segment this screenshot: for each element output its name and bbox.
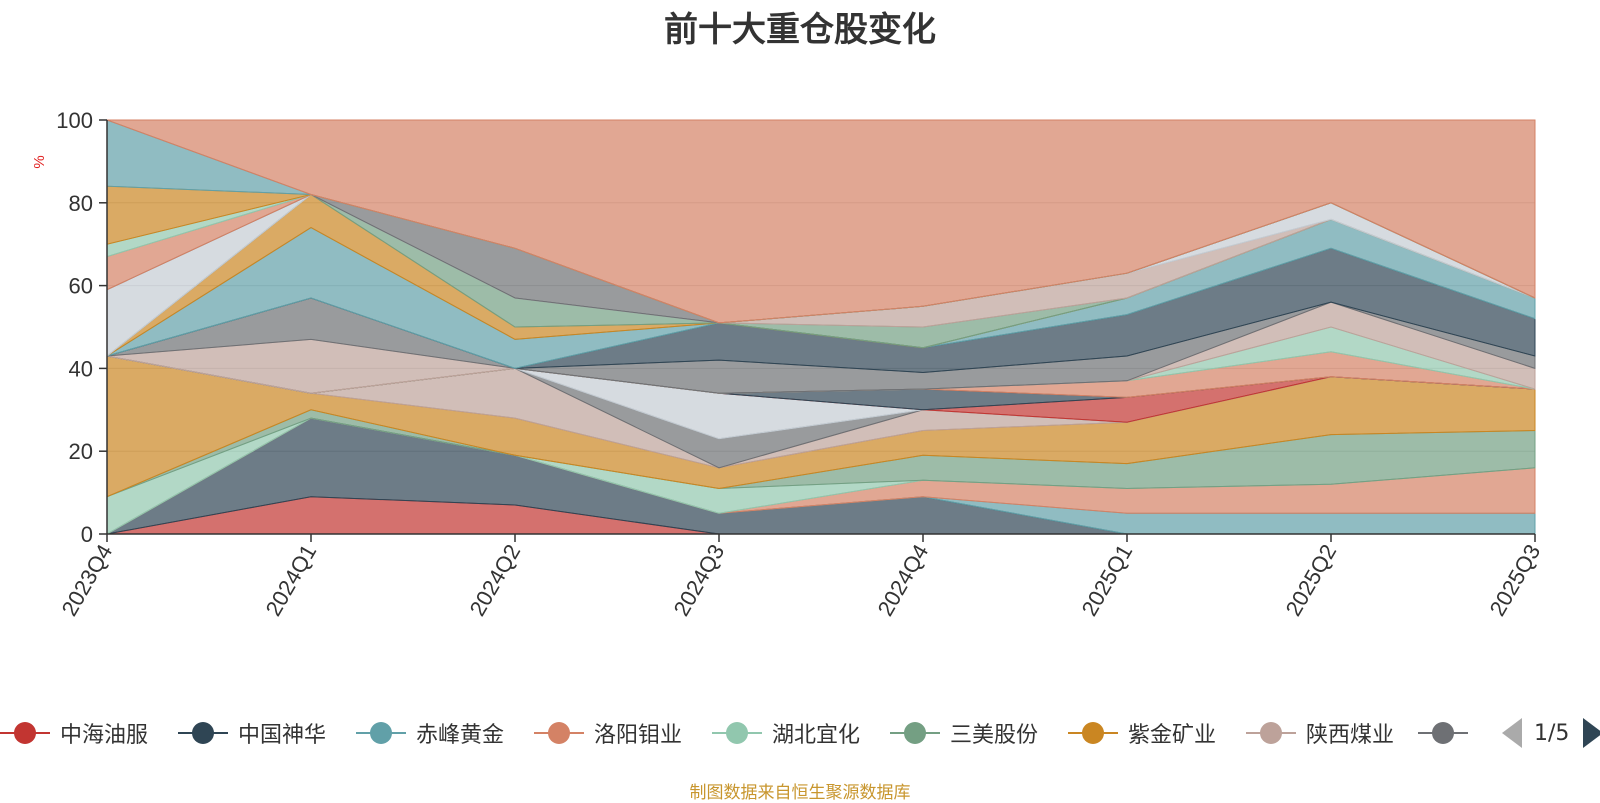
x-tick-label: 2025Q3 [1485,540,1546,620]
legend-item[interactable]: 中国神华 [178,712,326,754]
y-tick-label: 60 [69,274,93,299]
area-series-28[interactable] [106,119,1536,324]
legend-marker-icon [534,718,584,748]
y-tick-label: 20 [69,439,93,464]
x-tick-label: 2024Q4 [873,540,934,620]
x-tick-label: 2025Q1 [1077,540,1138,620]
legend-next-page-icon[interactable] [1583,718,1600,748]
y-tick-label: 80 [69,191,93,216]
stacked-areas [106,119,1536,535]
legend-label: 洛阳钼业 [594,723,683,748]
legend-item[interactable]: 中海油服 [0,712,148,754]
legend-label: 湖北宜化 [772,723,861,748]
legend-label: 中国神华 [238,723,327,748]
legend-marker-icon [890,718,940,748]
legend-item[interactable]: 三美股份 [890,712,1038,754]
legend-marker-icon [356,718,406,748]
legend-label: 赤峰黄金 [416,723,505,748]
x-tick-label: 2024Q3 [669,540,730,620]
chart-title: 前十大重仓股变化 [664,10,936,50]
x-tick-label: 2023Q4 [57,540,118,620]
legend-item[interactable]: 湖北宜化 [712,712,860,754]
legend-marker-icon [1246,718,1296,748]
legend-item[interactable]: 紫金矿业 [1068,712,1216,754]
legend-marker-icon [1068,718,1118,748]
legend-page-indicator: 1/5 [1534,720,1570,746]
legend-marker-icon [0,718,50,748]
y-tick-label: 0 [81,522,93,547]
source-note: 制图数据来自恒生聚源数据库 [689,783,911,803]
y-axis-unit-label: % [31,155,48,168]
legend-item[interactable] [1418,712,1468,754]
legend-item[interactable]: 赤峰黄金 [356,712,504,754]
legend-item[interactable]: 洛阳钼业 [534,712,682,754]
legend-prev-page-icon[interactable] [1502,718,1522,748]
legend-marker-icon [712,718,762,748]
legend-label: 紫金矿业 [1128,723,1217,748]
y-tick-label: 100 [56,108,93,133]
x-tick-label: 2024Q2 [465,540,526,620]
legend-item[interactable]: 陕西煤业 [1246,712,1394,754]
legend-pager: 1/5 [1500,712,1600,754]
legend-label: 中海油服 [60,723,149,748]
legend-marker-icon [178,718,228,748]
legend: 中海油服 中国神华 赤峰黄金 洛阳钼业 湖北宜化 三美股份 紫金矿业 陕西煤业 [0,712,1600,754]
y-tick-label: 40 [69,356,93,381]
legend-label: 陕西煤业 [1306,723,1395,748]
x-tick-label: 2025Q2 [1281,540,1342,620]
legend-label: 三美股份 [950,723,1039,748]
legend-marker-icon [1418,718,1468,748]
x-tick-label: 2024Q1 [261,540,322,620]
